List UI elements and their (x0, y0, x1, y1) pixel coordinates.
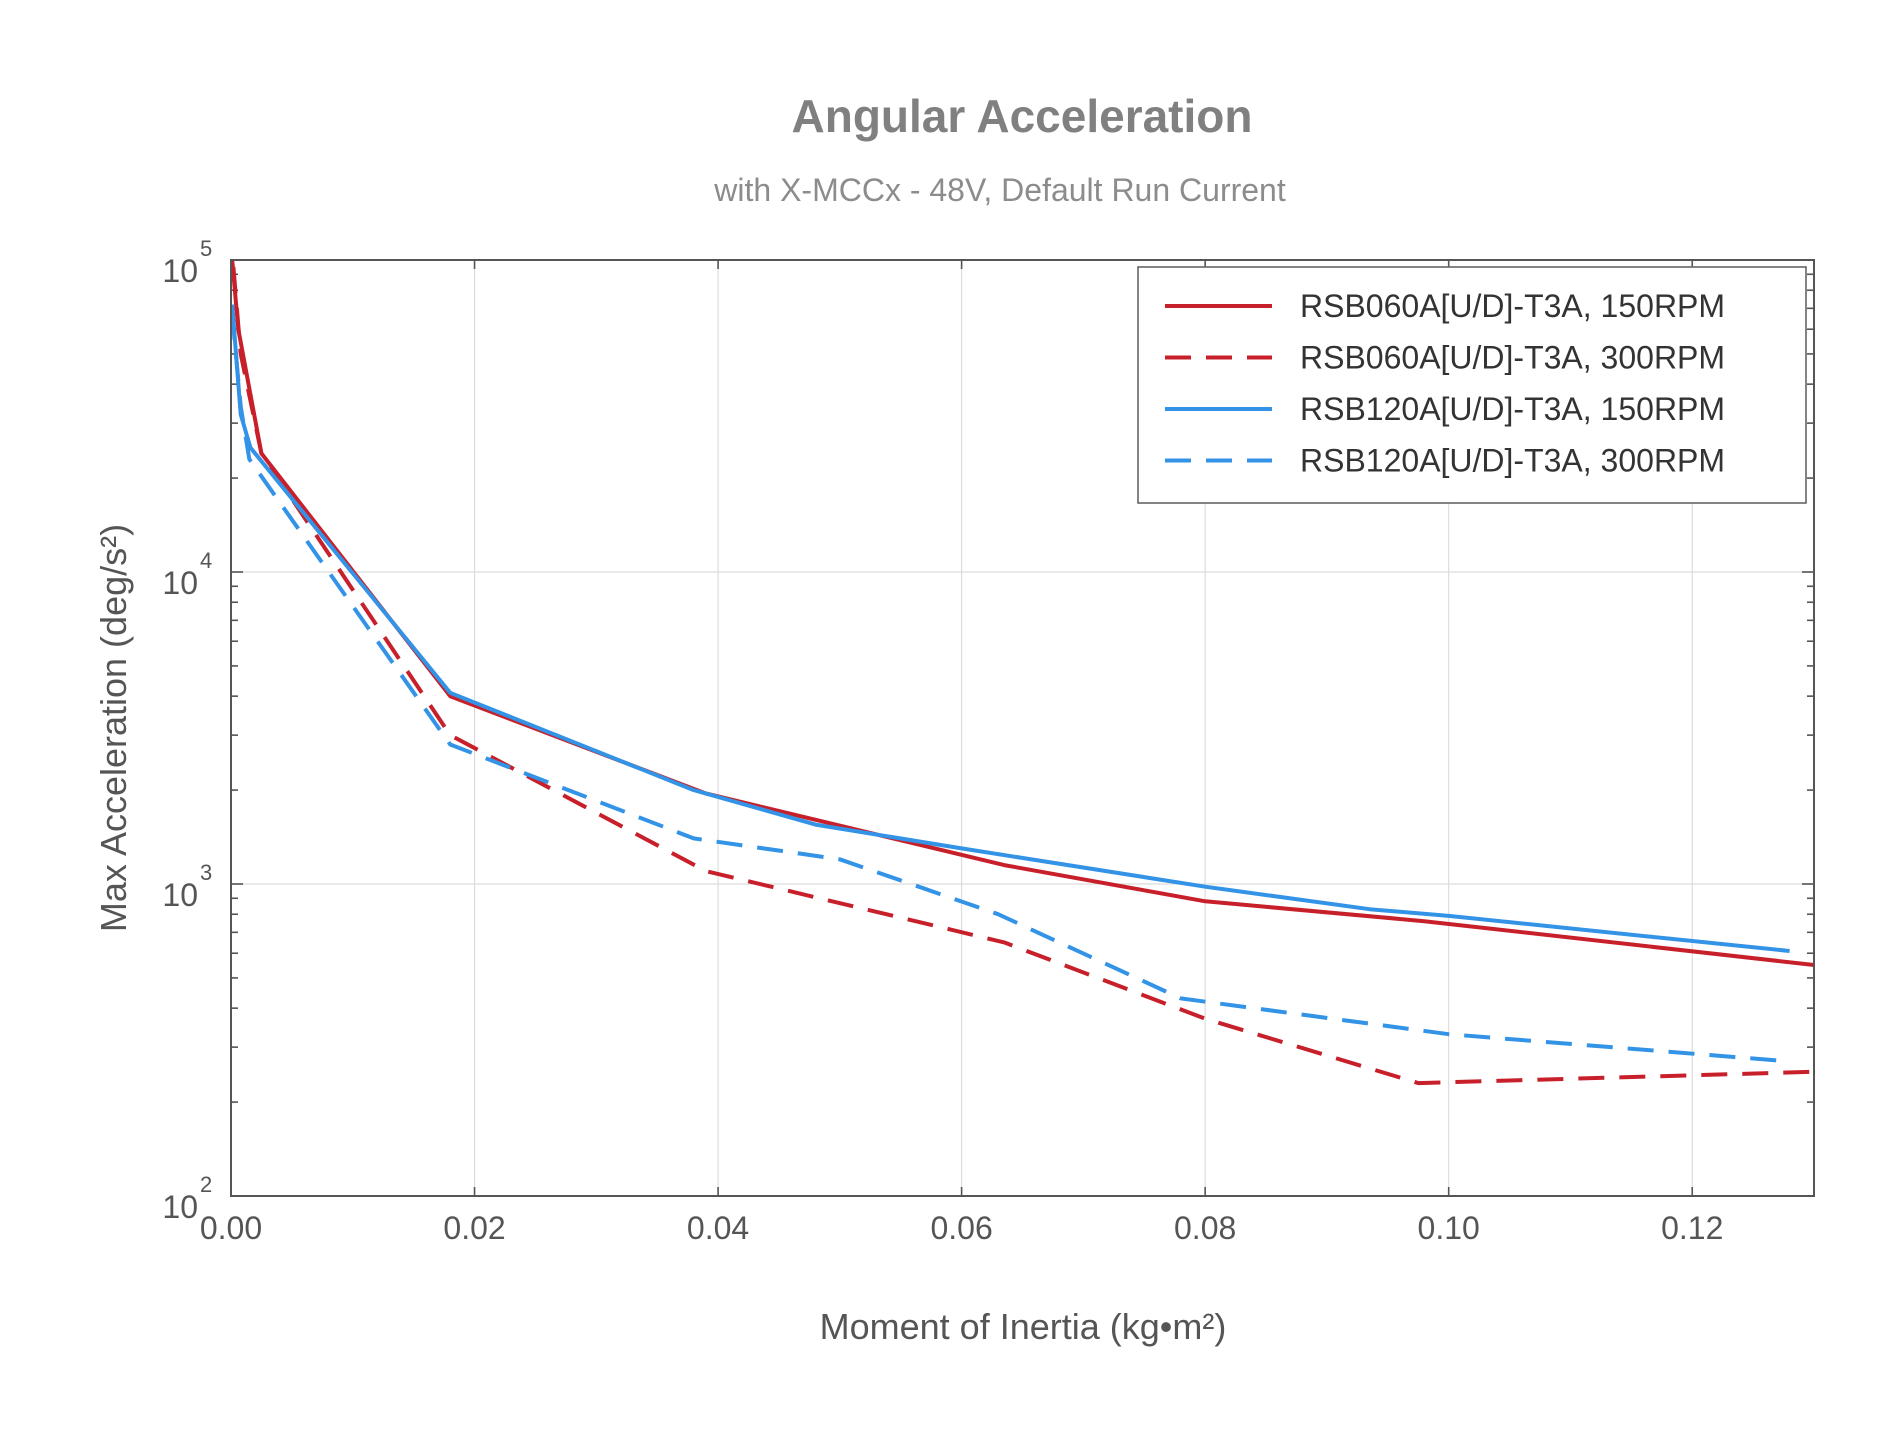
x-tick-label: 0.08 (1174, 1210, 1236, 1246)
series-lines (230, 259, 1815, 1086)
x-tick-label: 0.06 (930, 1210, 992, 1246)
x-axis-label: Moment of Inertia (kg•m²) (820, 1306, 1227, 1347)
x-tick-label: 0.02 (443, 1210, 505, 1246)
y-axis-label: Max Acceleration (deg/s²) (93, 524, 134, 932)
y-tick-exponent: 5 (200, 236, 212, 261)
series-line-2 (231, 266, 1815, 1086)
series-line-4 (230, 314, 1790, 1064)
x-tick-label: 0.00 (200, 1210, 262, 1246)
legend-label-2: RSB060A[U/D]-T3A, 300RPM (1300, 340, 1725, 376)
chart-title: Angular Acceleration (792, 90, 1253, 142)
legend: RSB060A[U/D]-T3A, 150RPM RSB060A[U/D]-T3A… (1137, 266, 1807, 504)
y-tick-label: 10 (162, 1189, 198, 1225)
x-tick-label: 0.04 (687, 1210, 749, 1246)
y-tick-exponent: 4 (200, 548, 212, 573)
y-tick-exponent: 3 (200, 860, 212, 885)
y-tick-label: 10 (162, 877, 198, 913)
y-tick-label: 10 (162, 565, 198, 601)
legend-label-4: RSB120A[U/D]-T3A, 300RPM (1300, 443, 1725, 479)
legend-label-3: RSB120A[U/D]-T3A, 150RPM (1300, 391, 1725, 427)
x-tick-label: 0.12 (1661, 1210, 1723, 1246)
chart-subtitle: with X-MCCx - 48V, Default Run Current (713, 172, 1286, 208)
plot-frame (230, 259, 1815, 1197)
x-tick-label: 0.10 (1418, 1210, 1480, 1246)
y-tick-exponent: 2 (200, 1172, 212, 1197)
x-tick-labels: 0.00 0.02 0.04 0.06 0.08 0.10 0.12 (200, 1210, 1724, 1246)
legend-label-1: RSB060A[U/D]-T3A, 150RPM (1300, 288, 1725, 324)
y-tick-label: 10 (162, 253, 198, 289)
